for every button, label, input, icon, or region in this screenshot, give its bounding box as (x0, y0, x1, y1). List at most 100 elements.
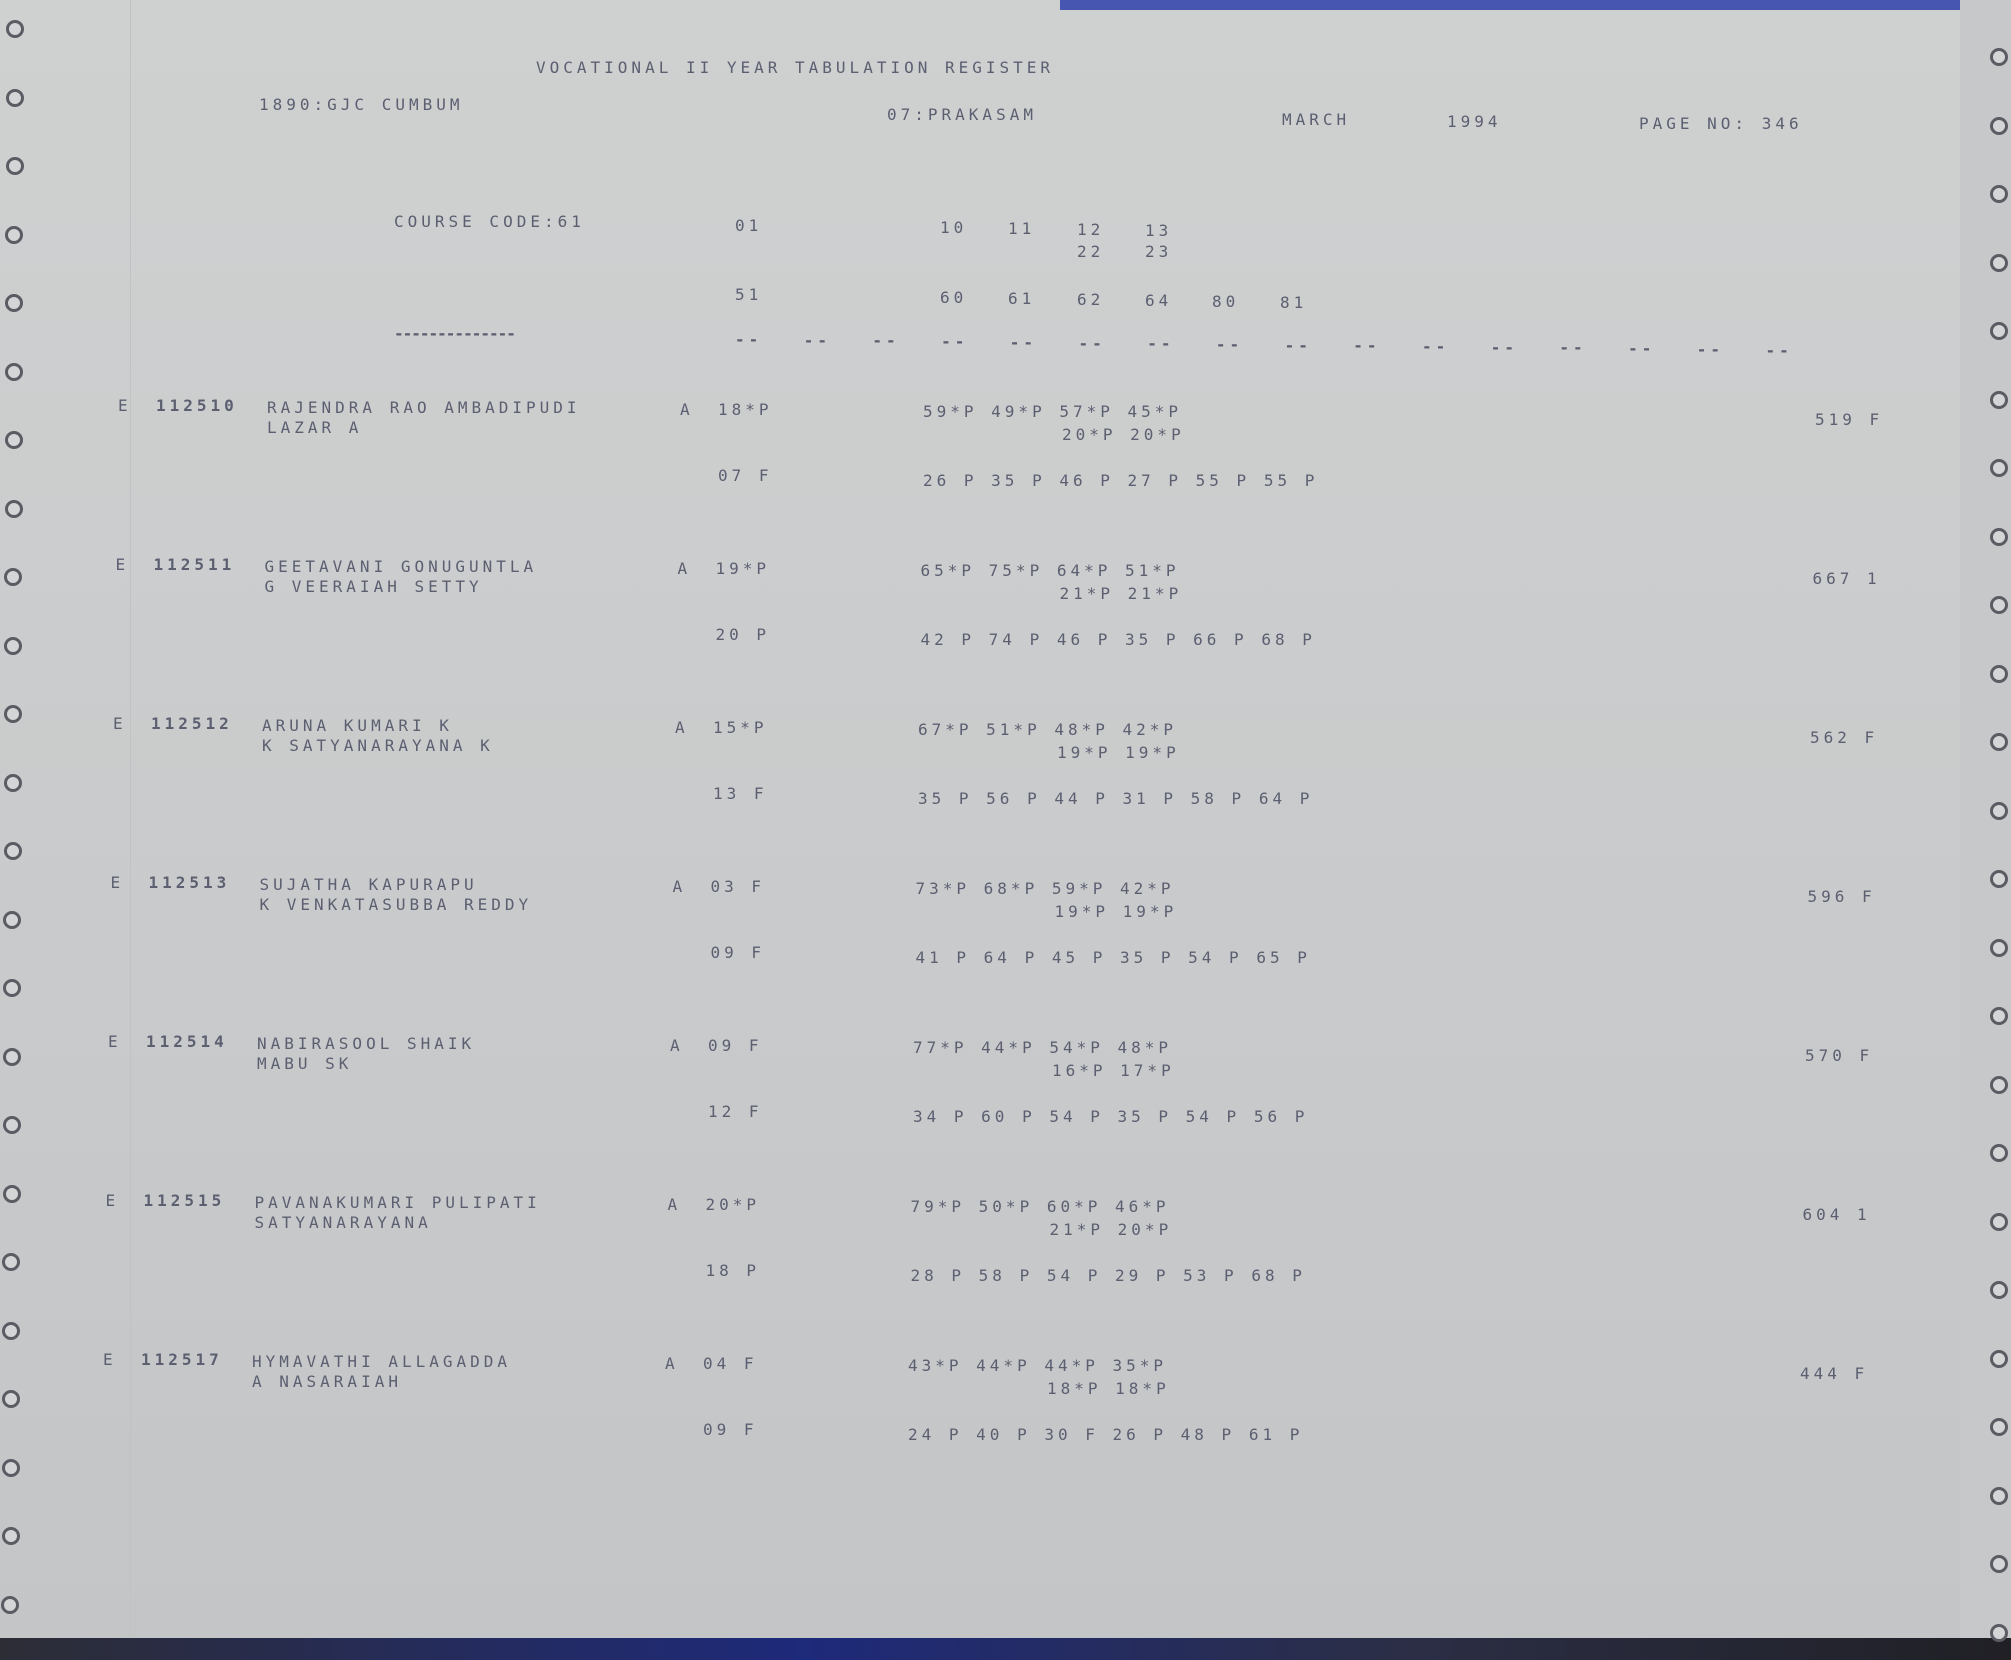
column-code: 80 (1212, 292, 1240, 311)
feed-hole-icon (1990, 1555, 2008, 1573)
feed-hole-icon (4, 568, 23, 586)
student-name: PAVANAKUMARI PULIPATI (254, 1193, 541, 1212)
background-edge (0, 1638, 2011, 1660)
second-year-grade: 07 F (718, 466, 773, 485)
feed-hole-icon (1990, 48, 2008, 66)
subject-marks-second-year: 34 P 60 P 54 P 35 P 54 P 56 P (913, 1107, 1309, 1126)
first-year-grade: 19*P (715, 559, 771, 578)
column-separator: -- (1147, 334, 1175, 354)
student-name: ARUNA KUMARI K (262, 716, 453, 735)
tractor-feed-strip (1960, 0, 2011, 1660)
background-edge (1060, 0, 1960, 10)
exam-year: 1994 (1447, 112, 1502, 131)
register-number: 112512 (151, 714, 233, 733)
register-number: 112515 (143, 1191, 226, 1210)
subject-marks-second-year: 28 P 58 P 54 P 29 P 53 P 68 P (910, 1266, 1306, 1285)
column-separator: -- (1009, 332, 1038, 352)
register-number: 112514 (146, 1032, 228, 1051)
feed-hole-icon (3, 773, 22, 792)
college-name: 1890:GJC CUMBUM (259, 95, 464, 114)
column-code: 62 (1077, 290, 1105, 309)
feed-hole-icon (1990, 527, 2008, 546)
feed-hole-icon (1990, 870, 2008, 888)
subject-marks-second-year: 26 P 35 P 46 P 27 P 55 P 55 P (923, 471, 1319, 490)
column-code: 61 (1008, 289, 1036, 308)
exam-month: MARCH (1282, 110, 1351, 129)
register-number: 112517 (141, 1350, 223, 1369)
column-code: 81 (1280, 293, 1308, 312)
column-code: 01 (735, 216, 763, 235)
status-code: A (675, 718, 689, 737)
status-code: A (665, 1354, 679, 1373)
feed-hole-icon (1990, 1007, 2008, 1025)
record-type: E (105, 1191, 120, 1210)
second-year-grade: 13 F (713, 784, 768, 803)
margin-rule (130, 0, 131, 1638)
first-year-grade: 15*P (713, 718, 768, 737)
record-type: E (108, 1032, 122, 1051)
feed-hole-icon (1990, 1281, 2008, 1299)
second-year-grade: 12 F (708, 1102, 763, 1121)
course-code: COURSE CODE:61 (394, 212, 585, 231)
feed-hole-icon (1990, 1349, 2008, 1368)
feed-hole-icon (1990, 664, 2008, 683)
feed-hole-icon (1, 1458, 20, 1477)
feed-hole-icon (2, 1253, 21, 1271)
subject-marks-secondary: 19*P 19*P (1057, 743, 1180, 762)
feed-hole-icon (5, 294, 24, 312)
column-code: 64 (1145, 291, 1173, 310)
student-name: GEETAVANI GONUGUNTLA (264, 557, 538, 576)
subject-marks: 79*P 50*P 60*P 46*P (910, 1197, 1170, 1216)
column-separator: -- (1696, 339, 1725, 359)
subject-marks-second-year: 35 P 56 P 44 P 31 P 58 P 64 P (918, 789, 1314, 808)
column-separator: -- (1353, 336, 1381, 356)
record-type: E (113, 714, 127, 733)
column-code: 12 (1077, 220, 1105, 239)
feed-hole-icon (4, 499, 23, 518)
father-name: SATYANARAYANA (254, 1213, 432, 1232)
feed-hole-icon (2, 1321, 21, 1340)
feed-hole-icon (1990, 1623, 2008, 1642)
feed-hole-icon (1990, 116, 2008, 135)
second-year-grade: 09 F (703, 1420, 758, 1439)
column-separator: -- (1628, 339, 1656, 359)
column-separator: -- (1078, 333, 1106, 353)
column-code: 13 (1145, 221, 1173, 240)
subject-marks-secondary: 21*P 21*P (1059, 584, 1183, 603)
column-separator: -- (941, 332, 969, 352)
column-code: 60 (940, 288, 968, 307)
subject-marks-secondary: 19*P 19*P (1054, 902, 1178, 921)
column-code: 51 (735, 285, 763, 304)
status-code: A (667, 1195, 682, 1214)
subject-marks: 67*P 51*P 48*P 42*P (918, 720, 1178, 739)
student-name: SUJATHA KAPURAPU (259, 875, 478, 894)
father-name: K VENKATASUBBA REDDY (259, 895, 533, 914)
column-separator: -- (872, 331, 900, 351)
register-number: 112511 (153, 555, 236, 574)
feed-hole-icon (1990, 938, 2008, 957)
subject-marks-second-year: 24 P 40 P 30 F 26 P 48 P 61 P (908, 1425, 1304, 1444)
total-result: 570 F (1805, 1046, 1874, 1065)
column-separator: -- (803, 330, 831, 350)
feed-hole-icon (1990, 322, 2008, 340)
record-type: E (115, 555, 130, 574)
student-name: HYMAVATHI ALLAGADDA (252, 1352, 512, 1371)
subject-marks-secondary: 20*P 20*P (1062, 425, 1185, 444)
feed-hole-icon (5, 157, 24, 175)
subject-marks: 73*P 68*P 59*P 42*P (915, 879, 1175, 898)
feed-hole-icon (1990, 253, 2008, 272)
first-year-grade: 09 F (708, 1036, 763, 1055)
feed-hole-icon (1, 1527, 20, 1545)
second-year-grade: 09 F (710, 943, 766, 962)
first-year-grade: 20*P (705, 1195, 761, 1214)
father-name: K SATYANARAYANA K (262, 736, 494, 755)
second-year-grade: 18 P (705, 1261, 761, 1280)
feed-hole-icon (5, 362, 23, 381)
subject-marks-second-year: 42 P 74 P 46 P 35 P 66 P 68 P (920, 630, 1316, 649)
subject-marks-secondary: 18*P 18*P (1047, 1379, 1170, 1398)
feed-hole-icon (1990, 1212, 2008, 1231)
feed-hole-icon (3, 1047, 21, 1066)
feed-hole-icon (1990, 390, 2008, 409)
feed-hole-icon (1, 1595, 20, 1614)
column-code: 10 (940, 218, 968, 237)
